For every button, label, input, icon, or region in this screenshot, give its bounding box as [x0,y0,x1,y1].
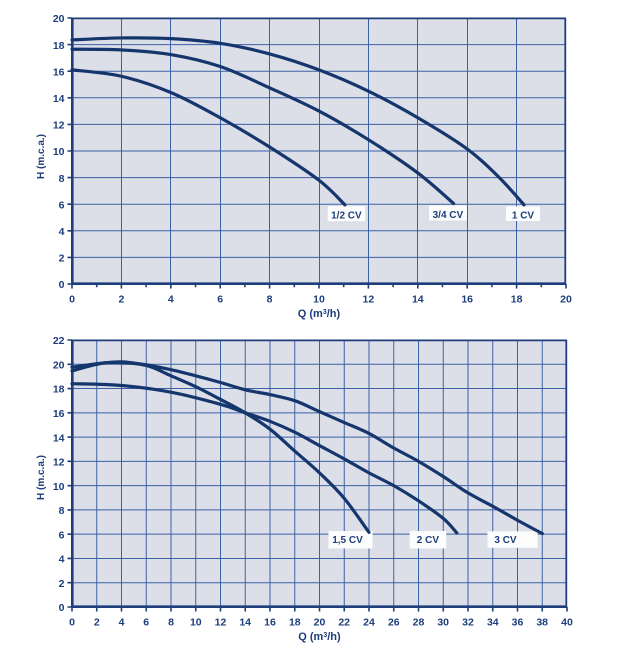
svg-text:0: 0 [59,602,65,614]
svg-text:22: 22 [53,335,65,347]
svg-text:1 CV: 1 CV [512,211,535,222]
svg-text:14: 14 [53,93,65,105]
svg-text:30: 30 [437,616,449,628]
svg-text:Q (m3/h): Q (m3/h) [298,631,341,643]
svg-text:18: 18 [53,40,65,52]
svg-text:40: 40 [561,616,573,628]
svg-text:6: 6 [59,199,65,211]
svg-text:6: 6 [59,529,65,541]
svg-text:18: 18 [53,384,65,396]
svg-text:20: 20 [53,13,65,25]
svg-text:14: 14 [53,432,65,444]
svg-text:H (m.c.a.): H (m.c.a.) [36,134,47,179]
svg-text:10: 10 [53,481,65,493]
svg-text:2 CV: 2 CV [417,535,440,546]
svg-text:8: 8 [168,616,174,628]
svg-text:1/2 CV: 1/2 CV [331,211,362,222]
svg-text:8: 8 [59,173,65,185]
svg-text:0: 0 [69,616,75,628]
svg-text:34: 34 [487,616,499,628]
svg-text:2: 2 [94,616,100,628]
svg-text:2: 2 [59,253,65,265]
svg-text:20: 20 [53,360,65,372]
svg-text:12: 12 [53,120,65,132]
svg-text:18: 18 [289,616,301,628]
svg-text:22: 22 [338,616,350,628]
svg-text:2: 2 [118,293,124,305]
svg-text:Q (m3/h): Q (m3/h) [298,308,341,320]
svg-text:38: 38 [536,616,548,628]
svg-text:1,5 CV: 1,5 CV [332,535,363,546]
svg-text:28: 28 [413,616,425,628]
svg-text:26: 26 [388,616,400,628]
svg-text:4: 4 [119,616,125,628]
svg-text:32: 32 [462,616,474,628]
svg-text:8: 8 [59,505,65,517]
svg-text:36: 36 [512,616,524,628]
svg-text:12: 12 [53,457,65,469]
svg-text:12: 12 [215,616,227,628]
svg-text:6: 6 [217,293,223,305]
svg-text:24: 24 [363,616,375,628]
svg-text:10: 10 [190,616,202,628]
svg-text:14: 14 [412,293,424,305]
svg-text:10: 10 [313,293,325,305]
svg-text:0: 0 [69,293,75,305]
svg-text:10: 10 [53,146,65,158]
svg-text:H (m.c.a.): H (m.c.a.) [36,455,47,500]
svg-text:8: 8 [267,293,273,305]
svg-text:18: 18 [511,293,523,305]
svg-text:3 CV: 3 CV [494,535,517,546]
svg-text:6: 6 [143,616,149,628]
svg-text:20: 20 [314,616,326,628]
svg-text:2: 2 [59,578,65,590]
svg-text:4: 4 [168,293,174,305]
svg-text:14: 14 [239,616,251,628]
svg-text:16: 16 [53,408,65,420]
svg-text:16: 16 [53,66,65,78]
svg-text:20: 20 [560,293,572,305]
svg-text:3/4 CV: 3/4 CV [433,210,464,221]
svg-text:4: 4 [59,554,65,566]
svg-text:16: 16 [264,616,276,628]
svg-text:0: 0 [59,279,65,291]
svg-text:4: 4 [59,226,65,238]
svg-text:16: 16 [461,293,473,305]
svg-text:12: 12 [363,293,375,305]
